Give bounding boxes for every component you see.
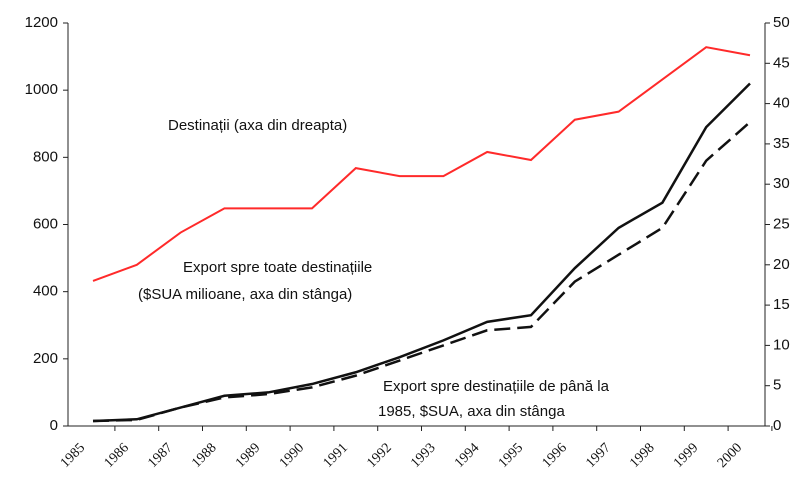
- x-tick-label: 1987: [145, 440, 175, 470]
- y2-tick-label: 0: [773, 417, 781, 434]
- y-tick-label: 0: [50, 417, 58, 434]
- x-tick-label: 1986: [102, 440, 132, 470]
- series-line: [92, 46, 751, 282]
- y-tick-label: 400: [33, 283, 58, 300]
- x-tick-label: 1998: [627, 440, 657, 470]
- annotation: 1985, $SUA, axa din stânga: [378, 403, 565, 420]
- y2-tick-label: 30: [773, 175, 790, 192]
- x-tick-label: 1999: [671, 440, 701, 470]
- x-tick-label: 1994: [452, 440, 482, 470]
- y-tick-label: 1200: [25, 14, 58, 31]
- series-line: [92, 82, 751, 423]
- x-tick-label: 1995: [496, 440, 526, 470]
- x-tick-label: 1993: [408, 440, 438, 470]
- y2-tick-label: 5: [773, 377, 781, 394]
- y2-tick-label: 45: [773, 54, 790, 71]
- y2-tick-label: 15: [773, 296, 790, 313]
- y-tick-label: 600: [33, 215, 58, 232]
- annotation: ($SUA milioane, axa din stânga): [138, 286, 352, 303]
- y2-tick-label: 10: [773, 336, 790, 353]
- x-tick-label: 1991: [321, 440, 351, 470]
- x-tick-label: 1992: [364, 440, 394, 470]
- x-tick-label: 1990: [277, 440, 307, 470]
- y-tick-label: 200: [33, 350, 58, 367]
- y-tick-label: 800: [33, 148, 58, 165]
- annotation: Destinații (axa din dreapta): [168, 117, 347, 134]
- y2-tick-label: 25: [773, 215, 790, 232]
- y2-tick-label: 35: [773, 135, 790, 152]
- x-tick-label: 1985: [58, 440, 88, 470]
- x-tick-label: 1989: [233, 440, 263, 470]
- y2-tick-label: 20: [773, 256, 790, 273]
- y-tick-label: 1000: [25, 81, 58, 98]
- x-tick-label: 2000: [715, 440, 745, 470]
- series-line: [92, 121, 751, 423]
- x-tick-label: 1988: [189, 440, 219, 470]
- annotation: Export spre destinațiile de până la: [383, 378, 610, 395]
- x-tick-label: 1997: [583, 440, 613, 470]
- y2-tick-label: 40: [773, 95, 790, 112]
- annotation: Export spre toate destinațiile: [183, 259, 372, 276]
- x-tick-label: 1996: [540, 440, 570, 470]
- y2-tick-label: 50: [773, 14, 790, 31]
